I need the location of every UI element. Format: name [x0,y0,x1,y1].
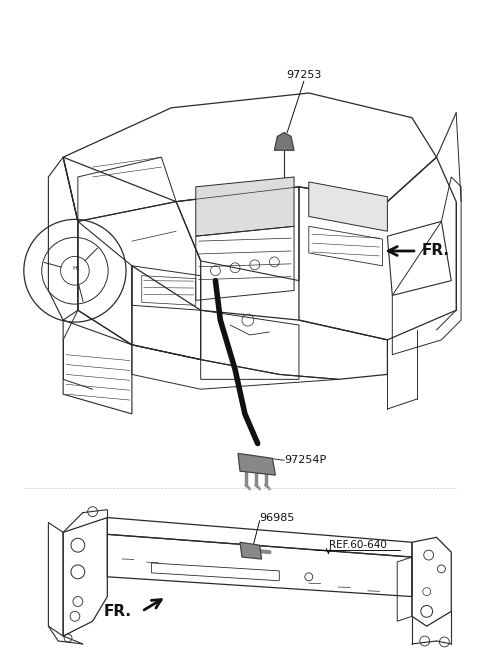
Polygon shape [309,182,387,231]
Polygon shape [196,177,294,236]
Text: 96985: 96985 [260,512,295,522]
Text: 97253: 97253 [286,70,322,80]
Polygon shape [238,453,276,475]
Text: 97254P: 97254P [285,455,327,465]
Polygon shape [275,133,294,150]
Text: ᴴ: ᴴ [72,265,77,276]
Text: REF.60-640: REF.60-640 [329,540,387,550]
Polygon shape [240,542,262,559]
Text: FR.: FR. [422,244,450,258]
Text: FR.: FR. [104,604,132,619]
